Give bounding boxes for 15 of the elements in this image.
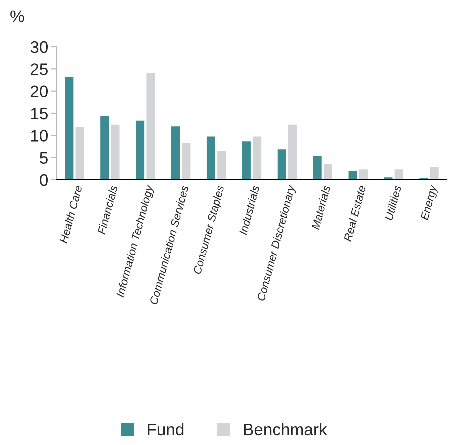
y-tick-label: 25 [30,64,48,76]
y-axis-title: % [10,10,24,22]
x-tick-label: Health Care [59,185,83,244]
x-tick-label: Materials [311,185,331,230]
y-tick-label: 10 [31,130,48,142]
y-tick-label: 20 [30,86,48,98]
y-tick-label: 0 [40,174,48,186]
y-tick-label: 15 [31,108,48,120]
y-tick-label: 30 [30,41,48,54]
legend-label: Benchmark [244,423,328,436]
x-tick-label: Real Estate [344,185,366,242]
x-tick-label: Energy [420,184,440,222]
x-tick-label: Utilities [384,185,402,221]
y-tick-label: 5 [40,152,48,164]
legend-label: Fund [148,423,184,436]
